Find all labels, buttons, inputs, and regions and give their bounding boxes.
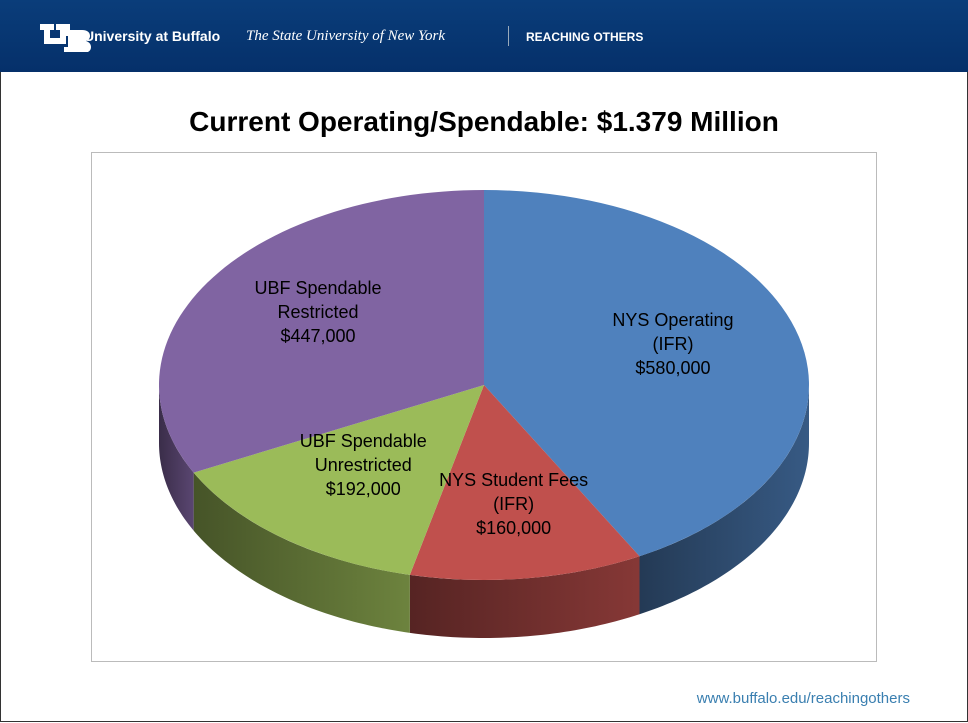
pie-slice [409,385,640,580]
footer-url: www.buffalo.edu/reachingothers [696,690,910,707]
pie-slice-side [409,556,640,638]
slice-category: UBF Spendable Restricted [254,277,382,322]
slice-value: $447,000 [280,325,356,346]
tagline: REACHING OTHERS [526,30,644,44]
slice-label: NYS Operating (IFR) $580,000 [598,308,748,380]
divider [508,26,509,46]
pie-slice [158,189,484,473]
chart-area: NYS Operating (IFR) $580,000 NYS Student F… [91,152,877,662]
header-bar: University at Buffalo The State Universi… [0,0,968,72]
pie-slice-side [159,385,194,531]
slice-category: UBF Spendable Unrestricted [299,430,427,475]
chart-title: Current Operating/Spendable: $1.379 Mill… [189,106,779,137]
pie-chart [158,189,809,638]
university-name: University at Buffalo [84,28,221,44]
slice-category: NYS Student Fees (IFR) [439,470,589,515]
slice-value: $160,000 [476,518,552,539]
slice-category: NYS Operating (IFR) [612,310,734,355]
ub-logo [40,24,91,52]
slice-label: NYS Student Fees (IFR) $160,000 [439,468,589,540]
slice-label: UBF Spendable Unrestricted $192,000 [288,429,438,501]
pie-slice-side [639,385,809,615]
university-subtitle: The State University of New York [246,28,446,44]
slice-label: UBF Spendable Restricted $447,000 [243,276,393,348]
slice-value: $580,000 [635,358,711,379]
pie-slice [193,385,484,575]
pie-slice [484,190,809,557]
slice-value: $192,000 [325,478,401,499]
pie-slice-side [193,472,410,633]
